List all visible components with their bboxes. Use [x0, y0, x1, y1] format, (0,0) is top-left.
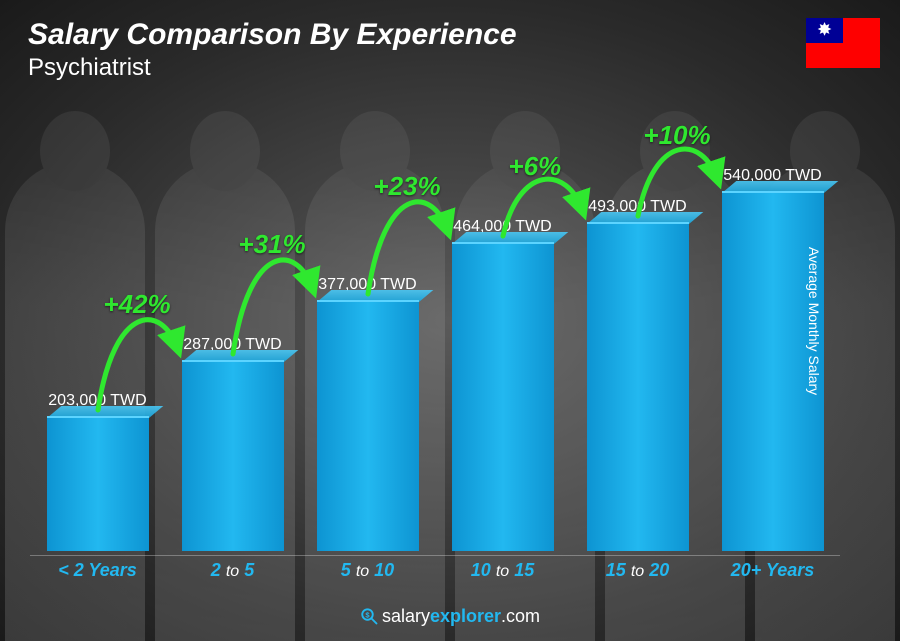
bar	[182, 360, 284, 551]
increase-percent: +10%	[643, 120, 710, 151]
sun-icon: ✸	[817, 19, 832, 40]
magnify-dollar-icon: $	[360, 607, 378, 625]
x-label: 2 to 5	[165, 556, 300, 581]
country-flag: ✸	[806, 18, 880, 68]
x-label: 5 to 10	[300, 556, 435, 581]
salary-chart: 203,000 TWD287,000 TWD377,000 TWD464,000…	[30, 110, 840, 581]
bar-group: 203,000 TWD	[30, 110, 165, 551]
bar	[317, 300, 419, 551]
bar	[587, 222, 689, 551]
increase-percent: +6%	[508, 151, 561, 182]
bar	[47, 416, 149, 551]
footer: $ salaryexplorer.com	[0, 606, 900, 627]
x-label: 15 to 20	[570, 556, 705, 581]
bar-group: 287,000 TWD	[165, 110, 300, 551]
increase-percent: +31%	[238, 229, 305, 260]
bar-group: 493,000 TWD	[570, 110, 705, 551]
x-label: 20+ Years	[705, 556, 840, 581]
header: Salary Comparison By Experience Psychiat…	[28, 18, 517, 82]
x-label: 10 to 15	[435, 556, 570, 581]
x-label: < 2 Years	[30, 556, 165, 581]
brand-name: $ salaryexplorer.com	[360, 606, 540, 626]
page-title: Salary Comparison By Experience	[28, 18, 517, 52]
increase-percent: +42%	[103, 289, 170, 320]
svg-text:$: $	[365, 611, 370, 620]
x-axis: < 2 Years2 to 55 to 1010 to 1515 to 2020…	[30, 555, 840, 581]
increase-percent: +23%	[373, 171, 440, 202]
bar	[452, 242, 554, 551]
page-subtitle: Psychiatrist	[28, 54, 517, 82]
y-axis-label: Average Monthly Salary	[806, 246, 822, 394]
